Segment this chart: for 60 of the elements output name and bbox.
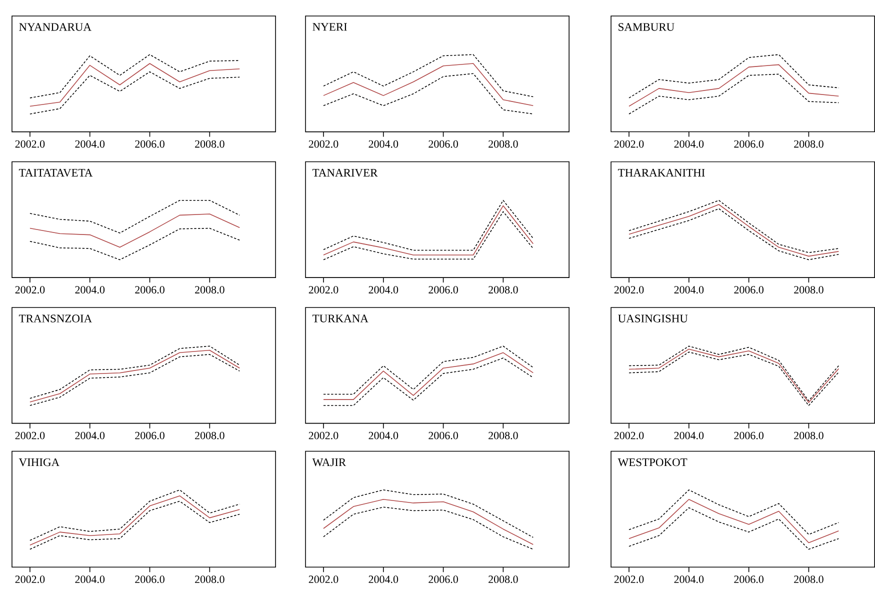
x-tick-label: 2002.0: [614, 286, 644, 294]
x-tick-label: 2006.0: [135, 432, 164, 440]
x-tick-label: 2004.0: [368, 432, 398, 440]
x-tick-label: 2006.0: [734, 140, 764, 148]
x-tick-label: 2006.0: [135, 140, 164, 148]
x-tick-label: 2006.0: [734, 576, 764, 584]
x-tick-label: 2002.0: [614, 576, 644, 584]
x-tick-label: 2008.0: [794, 286, 824, 294]
x-tick-label: 2004.0: [674, 286, 704, 294]
x-tick-label: 2006.0: [428, 140, 458, 148]
x-tick-label: 2004.0: [75, 576, 105, 584]
x-tick-label: 2006.0: [428, 576, 458, 584]
chart-title: TANARIVER: [312, 168, 378, 177]
x-tick-label: 2004.0: [674, 432, 704, 440]
x-tick-label: 2008.0: [794, 140, 824, 148]
x-tick-label: 2008.0: [195, 140, 224, 148]
x-tick-label: 2002.0: [308, 432, 338, 440]
chart-title: TRANSNZOIA: [18, 314, 92, 322]
x-tick-label: 2002.0: [614, 140, 644, 148]
x-tick-label: 2002.0: [308, 576, 338, 584]
chart-title: TURKANA: [312, 314, 368, 322]
chart-title: TAITATAVETA: [18, 168, 93, 177]
x-tick-label: 2002.0: [614, 432, 644, 440]
x-tick-label: 2008.0: [195, 286, 224, 294]
x-tick-label: 2006.0: [734, 432, 764, 440]
x-tick-label: 2004.0: [368, 576, 398, 584]
x-tick-label: 2004.0: [75, 140, 105, 148]
x-tick-label: 2008.0: [488, 286, 518, 294]
x-tick-label: 2004.0: [674, 140, 704, 148]
x-tick-label: 2002.0: [15, 140, 45, 148]
chart-title: NYANDARUA: [19, 23, 92, 31]
x-tick-label: 2008.0: [794, 576, 824, 584]
x-tick-label: 2004.0: [368, 286, 398, 294]
x-tick-label: 2004.0: [75, 286, 105, 294]
x-tick-label: 2002.0: [308, 140, 338, 148]
chart-title: SAMBURU: [618, 23, 674, 31]
x-tick-label: 2008.0: [794, 432, 824, 440]
x-tick-label: 2008.0: [195, 432, 224, 440]
chart-title: WAJIR: [312, 458, 346, 466]
x-tick-label: 2006.0: [135, 286, 164, 294]
x-tick-label: 2004.0: [368, 140, 398, 148]
x-tick-label: 2008.0: [488, 432, 518, 440]
x-tick-label: 2008.0: [488, 140, 518, 148]
chart-title: NYERI: [312, 23, 347, 31]
x-tick-label: 2002.0: [15, 432, 45, 440]
x-tick-label: 2006.0: [135, 576, 164, 584]
x-tick-label: 2002.0: [308, 286, 338, 294]
chart-title: VIHIGA: [18, 458, 60, 466]
x-tick-label: 2008.0: [195, 576, 224, 584]
x-tick-label: 2004.0: [75, 432, 105, 440]
x-tick-label: 2006.0: [734, 286, 764, 294]
chart-title: THARAKANITHI: [618, 168, 705, 176]
x-tick-label: 2006.0: [428, 432, 458, 440]
chart-title: UASINGISHU: [618, 314, 688, 322]
chart-title: WESTPOKOT: [618, 458, 688, 466]
x-tick-label: 2002.0: [15, 286, 45, 294]
x-tick-label: 2006.0: [428, 286, 458, 294]
x-tick-label: 2004.0: [674, 576, 704, 584]
x-tick-label: 2002.0: [15, 576, 45, 584]
x-tick-label: 2008.0: [488, 576, 518, 584]
